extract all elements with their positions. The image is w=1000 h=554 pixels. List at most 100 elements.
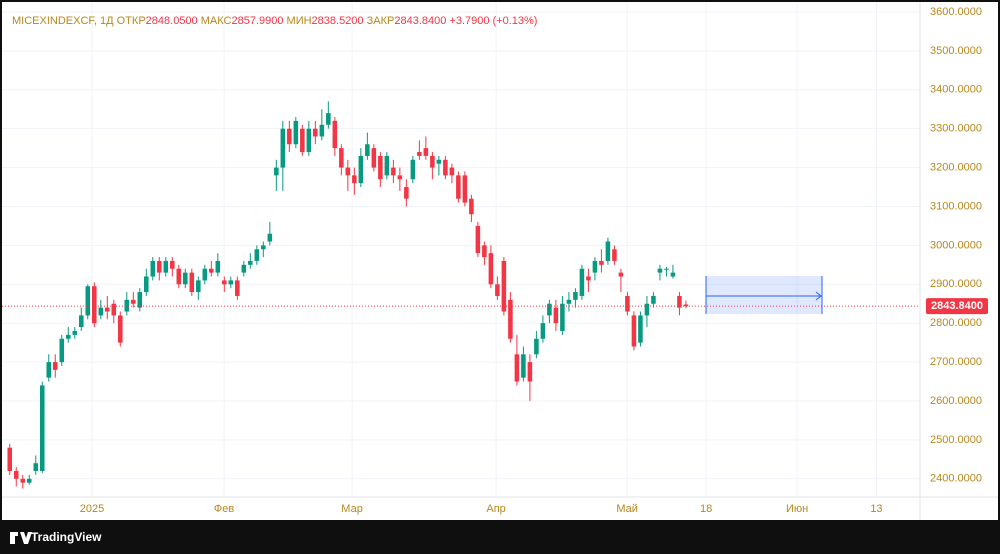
- candle-body: [514, 354, 520, 382]
- x-tick-label: 2025: [80, 503, 104, 515]
- brand-name: TradingView: [31, 530, 102, 544]
- last-price-tag: 2843.8400: [931, 300, 983, 312]
- projection-box[interactable]: [706, 276, 822, 314]
- candle-body: [131, 299, 136, 304]
- logo-mark: [10, 532, 32, 544]
- candle-body: [157, 260, 162, 273]
- candle-body: [352, 175, 357, 184]
- y-tick-label: 3300.0000: [930, 123, 982, 135]
- y-tick-label: 2900.0000: [930, 278, 982, 290]
- candle-body: [371, 148, 377, 168]
- candle-body: [189, 272, 195, 293]
- legend-label: МАКС: [201, 15, 232, 27]
- candle-body: [7, 447, 13, 472]
- y-tick-label: 3200.0000: [930, 161, 982, 173]
- candle-body: [183, 272, 188, 285]
- candle-body: [436, 159, 442, 164]
- candle-body: [339, 148, 344, 168]
- candle-body: [449, 167, 455, 176]
- candle-body: [59, 338, 65, 363]
- candle-body: [443, 159, 448, 176]
- legend-label: ОТКР: [117, 15, 146, 27]
- candle-body: [456, 175, 461, 199]
- candle-body: [78, 315, 84, 328]
- candle-body: [241, 264, 247, 273]
- candle-body: [254, 249, 260, 261]
- candle-body: [65, 334, 71, 339]
- candle-body: [521, 354, 526, 378]
- candle-body: [111, 303, 117, 316]
- candle-body: [20, 478, 26, 483]
- candle-body: [625, 295, 630, 312]
- candle-body: [410, 159, 416, 180]
- candle-body: [378, 155, 383, 180]
- candle-body: [599, 260, 604, 265]
- candle-body: [332, 120, 338, 149]
- candle-body: [176, 268, 182, 285]
- candle-body: [85, 286, 91, 316]
- candle-body: [670, 272, 676, 277]
- candle-body: [222, 280, 227, 285]
- candle-body: [124, 299, 130, 312]
- candle-body: [144, 276, 149, 293]
- candle-body: [482, 245, 487, 258]
- candle-body: [462, 175, 468, 203]
- candle-body: [573, 292, 578, 300]
- x-tick-label: Мар: [341, 503, 363, 515]
- projection-arrowhead: [815, 291, 822, 301]
- x-tick-label: Апр: [486, 503, 505, 515]
- candle-body: [657, 268, 663, 273]
- x-tick-label: 13: [870, 503, 882, 515]
- candle-body: [300, 128, 305, 153]
- candle-body: [605, 241, 611, 261]
- candle-body: [553, 307, 559, 324]
- candle-body: [118, 315, 123, 343]
- brand-logo[interactable]: TradingView: [10, 530, 102, 544]
- candle-body: [495, 284, 500, 296]
- candle-body: [540, 323, 546, 339]
- candle-body: [33, 463, 39, 472]
- candle-body: [592, 260, 598, 273]
- candle-body: [52, 362, 58, 370]
- candle-body: [98, 307, 104, 316]
- candle-body: [488, 253, 494, 285]
- x-tick-label: Июн: [786, 503, 808, 515]
- y-tick-label: 3600.0000: [930, 6, 982, 18]
- candle-body: [228, 280, 234, 285]
- candle-body: [209, 268, 214, 273]
- candle-body: [560, 303, 565, 331]
- candle-body: [274, 167, 279, 176]
- candle-body: [319, 124, 325, 137]
- legend-label: ЗАКР: [367, 15, 395, 27]
- candle-body: [13, 471, 19, 479]
- candle-body: [287, 128, 292, 145]
- legend-change: +3.7900 (+0.13%): [449, 15, 537, 27]
- candle-body: [586, 276, 591, 281]
- candle-body: [501, 260, 507, 312]
- candle-body: [631, 315, 637, 347]
- candle-body: [638, 315, 643, 343]
- y-tick-label: 2700.0000: [930, 356, 982, 368]
- legend-value: 2857.9900: [231, 15, 283, 27]
- candle-body: [267, 233, 273, 242]
- candle-body: [365, 144, 370, 156]
- candle-body: [618, 272, 624, 277]
- candle-body: [534, 338, 539, 355]
- candle-body: [384, 155, 390, 176]
- candle-body: [527, 362, 533, 382]
- y-tick-label: 3500.0000: [930, 45, 982, 57]
- candle-body: [196, 280, 201, 293]
- candle-body: [46, 362, 52, 378]
- symbol[interactable]: MICEXINDEXCF, 1Д: [12, 15, 114, 27]
- y-tick-label: 2800.0000: [930, 317, 982, 329]
- candle-body: [417, 152, 422, 156]
- candle-body: [306, 128, 312, 153]
- candle-body: [261, 245, 266, 250]
- candle-body: [150, 260, 156, 277]
- candle-body: [651, 295, 656, 304]
- candle-body: [39, 385, 45, 472]
- candle-body: [566, 299, 572, 304]
- candle-body: [345, 167, 351, 176]
- x-tick-label: Фев: [214, 503, 234, 515]
- candle-body: [72, 330, 78, 335]
